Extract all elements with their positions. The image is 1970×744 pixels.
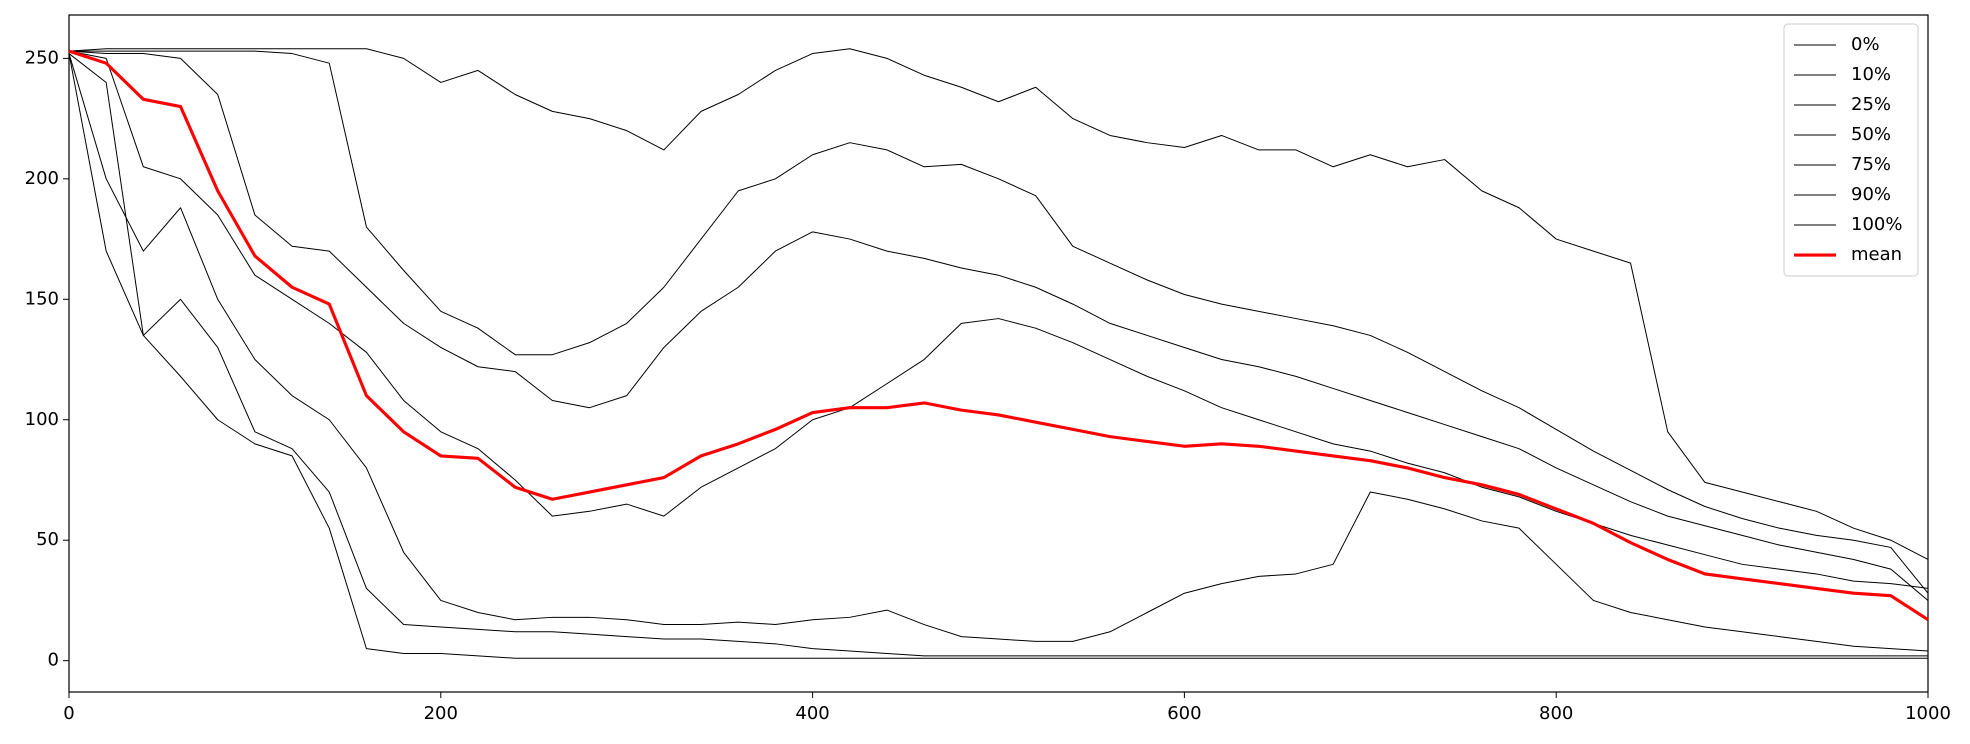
x-tick-label: 0 <box>63 703 74 724</box>
x-tick-label: 200 <box>424 703 458 724</box>
series-line <box>68 48 1929 560</box>
x-tick-label: 1000 <box>1905 703 1951 724</box>
legend-label: mean <box>1851 244 1902 265</box>
legend-label: 25% <box>1851 94 1891 115</box>
plot-frame <box>68 14 1929 693</box>
series-line <box>69 50 1929 594</box>
legend-label: 75% <box>1851 154 1891 175</box>
x-tick-label: 800 <box>1539 703 1573 724</box>
y-tick-label: 50 <box>36 529 59 550</box>
series-line <box>68 53 1928 659</box>
y-tick-label: 250 <box>25 47 59 68</box>
legend-label: 90% <box>1851 184 1891 205</box>
x-tick-label: 600 <box>1167 703 1201 724</box>
legend-box <box>1783 23 1919 277</box>
legend-label: 50% <box>1851 124 1891 145</box>
series-line <box>68 53 1928 657</box>
legend-label: 0% <box>1851 34 1880 55</box>
legend-label: 100% <box>1851 214 1902 235</box>
series-line <box>68 50 1929 589</box>
y-tick-label: 0 <box>48 650 59 671</box>
y-tick-label: 150 <box>25 288 59 309</box>
y-tick-label: 100 <box>25 409 59 430</box>
y-tick-label: 200 <box>25 168 59 189</box>
series-line <box>68 49 1929 622</box>
x-tick-label: 400 <box>795 703 829 724</box>
series-line <box>68 50 1929 601</box>
legend-label: 10% <box>1851 64 1891 85</box>
series-line <box>68 53 1929 652</box>
